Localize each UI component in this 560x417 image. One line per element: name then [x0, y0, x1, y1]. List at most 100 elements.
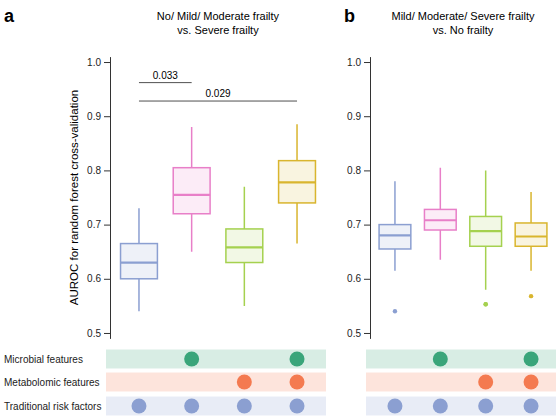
- tick: 0.6: [87, 273, 110, 284]
- whisker-low: [440, 230, 442, 260]
- axis-line: [110, 57, 111, 339]
- tick-mark: [104, 170, 110, 171]
- x-axis: [139, 338, 297, 339]
- feature-band: [106, 397, 326, 416]
- median: [424, 219, 456, 221]
- whisker-high: [296, 124, 298, 160]
- whisker-low: [530, 246, 532, 270]
- feature-dot: [290, 375, 305, 390]
- tick: 0.7: [87, 219, 110, 230]
- tick: 0.8: [87, 165, 110, 176]
- tick-mark: [104, 225, 110, 226]
- feature-dot: [524, 399, 539, 414]
- box: [379, 181, 411, 313]
- feature-dot: [184, 352, 199, 367]
- p-value: 0.029: [205, 88, 230, 99]
- tick-label: 0.6: [347, 273, 361, 284]
- feature-band: [106, 350, 326, 369]
- feature-dot: [524, 375, 539, 390]
- feature-band: [366, 397, 556, 416]
- box: [424, 168, 456, 260]
- whisker-low: [244, 263, 246, 306]
- title: Mild/ Moderate/ Severe frailty: [391, 10, 535, 22]
- feature-label: Microbial features: [4, 354, 83, 365]
- feature-dot: [478, 375, 493, 390]
- tick: 0.9: [87, 111, 110, 122]
- tick: 0.5: [87, 328, 110, 339]
- panel-b: bMild/ Moderate/ Severe frailtyvs. No fr…: [344, 6, 556, 416]
- box-body: [515, 223, 547, 246]
- whisker-low: [191, 214, 193, 252]
- feature-dot: [433, 352, 448, 367]
- feature-band: [366, 350, 556, 369]
- axis-line: [370, 57, 371, 339]
- tick-mark: [364, 116, 370, 117]
- tick-label: 0.8: [87, 165, 101, 176]
- outlier: [529, 294, 533, 298]
- figure: aNo/ Mild/ Moderate frailtyvs. Severe fr…: [0, 0, 560, 417]
- whisker-high: [394, 181, 396, 224]
- median: [279, 181, 316, 183]
- tick-mark: [104, 116, 110, 117]
- tick-mark: [364, 225, 370, 226]
- box-body: [379, 225, 411, 249]
- boxes: [379, 168, 547, 314]
- tick-label: 0.5: [347, 328, 361, 339]
- median: [379, 234, 411, 236]
- box-body: [424, 209, 456, 230]
- box: [121, 208, 158, 311]
- tick-mark: [364, 333, 370, 334]
- feature-dot: [237, 399, 252, 414]
- median: [226, 246, 263, 248]
- tick-mark: [364, 279, 370, 280]
- outlier: [393, 309, 397, 313]
- panel-label: a: [4, 6, 15, 26]
- whisker-low: [138, 279, 140, 312]
- tick: 0.7: [347, 219, 370, 230]
- feature-dot: [184, 399, 199, 414]
- tick-label: 0.7: [87, 219, 101, 230]
- median: [515, 235, 547, 237]
- feature-dot: [524, 352, 539, 367]
- box: [515, 192, 547, 298]
- tick-mark: [364, 170, 370, 171]
- feature-dot: [290, 399, 305, 414]
- outlier: [483, 302, 487, 306]
- feature-dot: [433, 399, 448, 414]
- tick-label: 0.5: [87, 328, 101, 339]
- median: [121, 261, 158, 263]
- tick-label: 1.0: [347, 57, 361, 68]
- whisker-low: [485, 246, 487, 289]
- panel-label: b: [344, 6, 355, 26]
- tick-label: 0.8: [347, 165, 361, 176]
- box-body: [226, 229, 263, 263]
- box-body: [121, 244, 158, 279]
- tick: 1.0: [347, 57, 370, 68]
- whisker-high: [485, 170, 487, 216]
- whisker-high: [440, 168, 442, 210]
- box-body: [173, 168, 210, 214]
- tick: 0.5: [347, 328, 370, 339]
- box-body: [470, 216, 502, 246]
- feature-band: [106, 373, 326, 392]
- feature-band: [366, 373, 556, 392]
- median: [173, 194, 210, 196]
- median: [470, 230, 502, 232]
- tick-mark: [364, 62, 370, 63]
- whisker-high: [191, 127, 193, 168]
- whisker-low: [296, 203, 298, 244]
- tick: 0.6: [347, 273, 370, 284]
- whisker-high: [530, 192, 532, 223]
- panel-a: aNo/ Mild/ Moderate frailtyvs. Severe fr…: [4, 6, 326, 416]
- feature-dot: [237, 375, 252, 390]
- y-axis: 0.50.60.70.80.91.0: [347, 57, 370, 339]
- bracket: [139, 82, 192, 83]
- x-axis: [395, 338, 531, 339]
- feature-dot: [290, 352, 305, 367]
- box: [470, 170, 502, 306]
- tick-label: 0.9: [87, 111, 101, 122]
- y-axis-title: AUROC for random forest cross-validation: [68, 90, 80, 305]
- feature-dot: [478, 399, 493, 414]
- boxes: [121, 124, 316, 311]
- whisker-low: [394, 249, 396, 271]
